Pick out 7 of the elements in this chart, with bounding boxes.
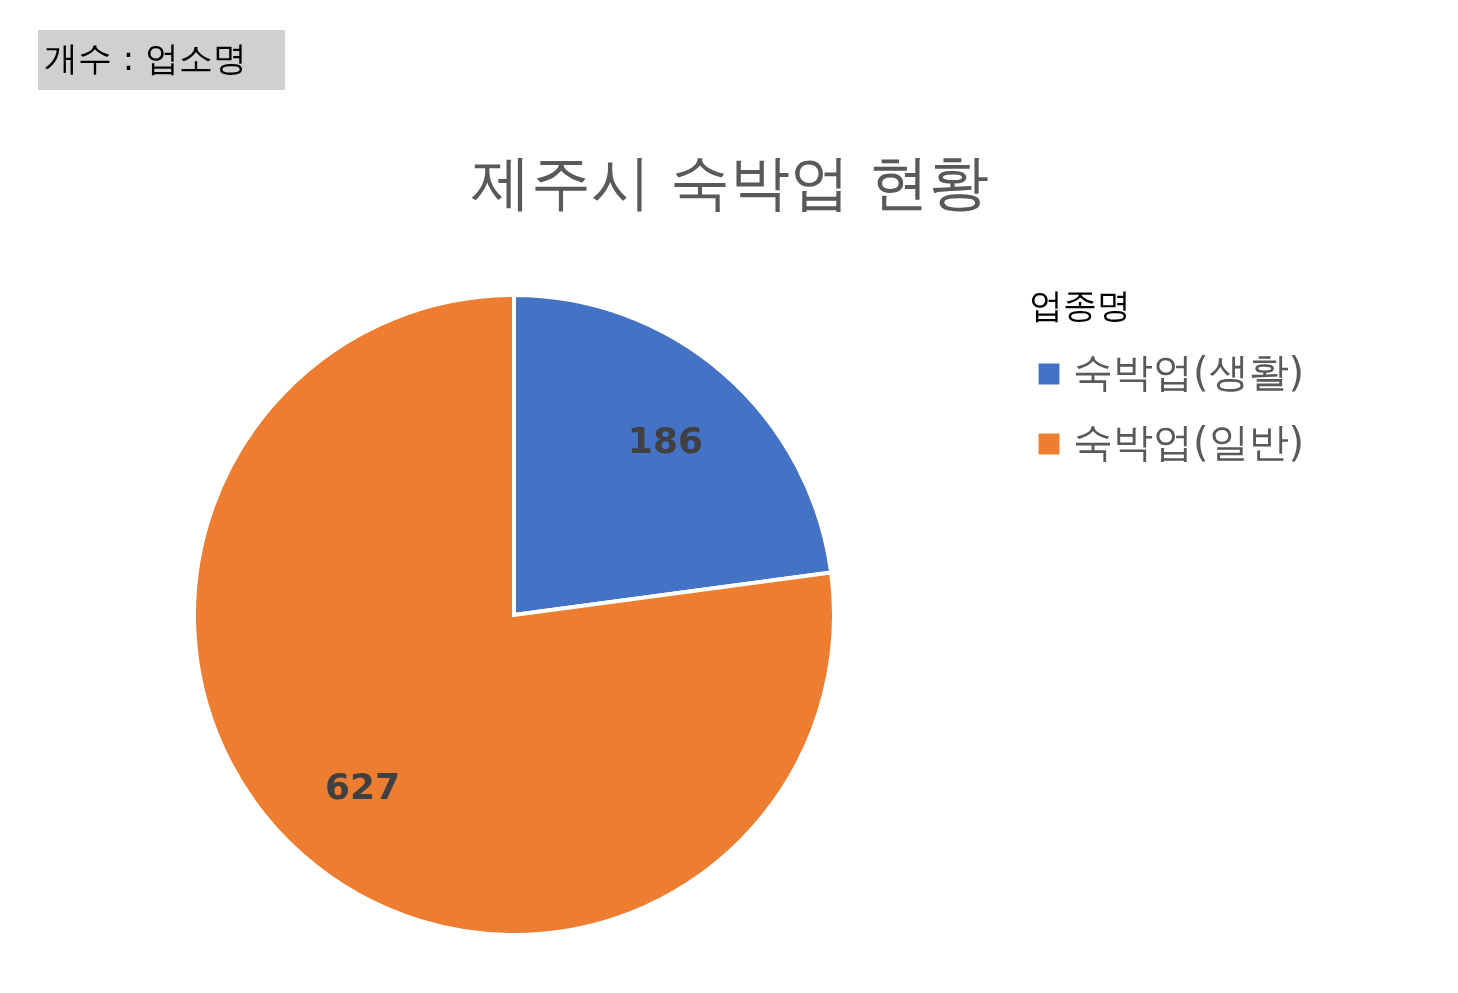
data-label: 186	[627, 419, 704, 461]
legend-label: 숙박업(일반)	[1073, 419, 1305, 465]
legend-title: 업종명	[1029, 285, 1131, 325]
text: 개수 : 업소명	[44, 38, 248, 78]
data-label: 627	[324, 766, 401, 808]
chart-title: 제주시 숙박업 현황	[470, 147, 990, 217]
legend-label: 숙박업(생활)	[1073, 349, 1305, 395]
